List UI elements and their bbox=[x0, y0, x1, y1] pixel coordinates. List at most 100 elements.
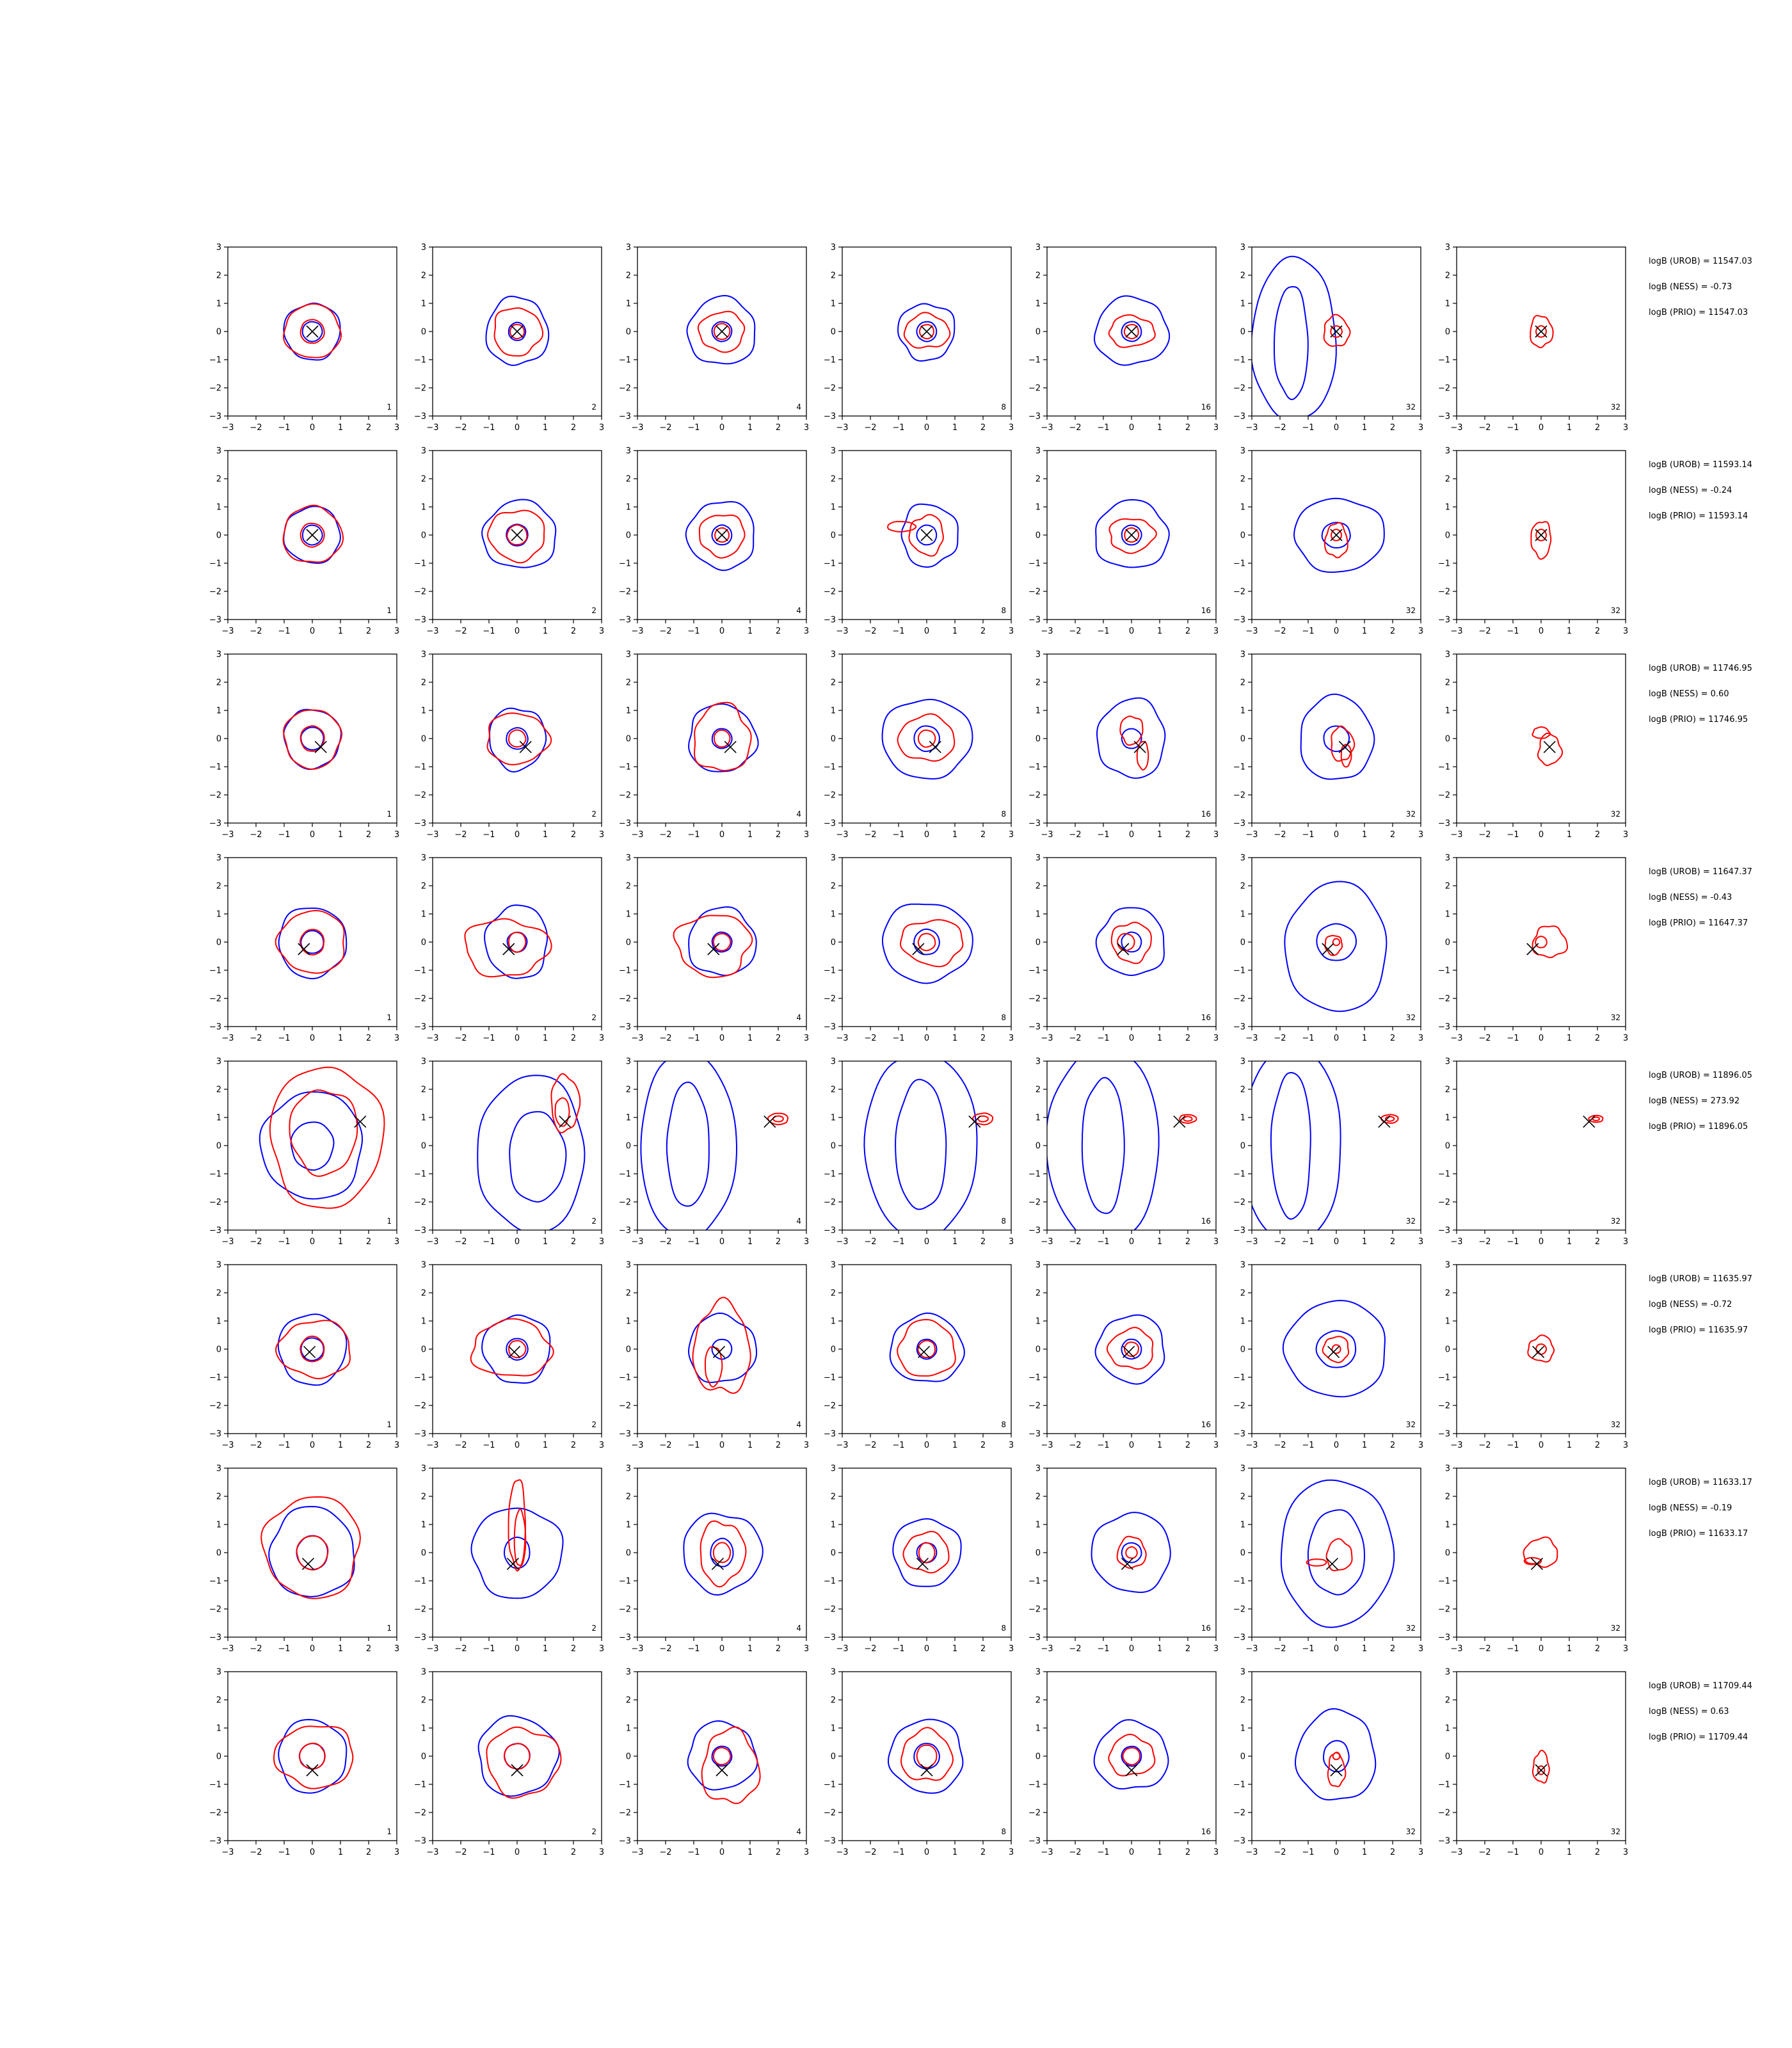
x-tick-label: −1 bbox=[483, 1034, 495, 1043]
blue-contour-1 bbox=[1284, 881, 1388, 1012]
y-tick-label: −1 bbox=[1028, 559, 1041, 569]
x-tick-label: 2 bbox=[1390, 423, 1395, 433]
red-contour-1 bbox=[1327, 1751, 1347, 1788]
panel-label: 2 bbox=[591, 810, 596, 819]
y-tick-label: −1 bbox=[824, 1577, 836, 1587]
logb-annotation: logB (PRIO) = 11647.37 bbox=[1649, 918, 1748, 928]
blue-contour-2 bbox=[1121, 728, 1142, 749]
x-tick-label: 1 bbox=[748, 627, 753, 636]
panel-r3-c7: −3−3 −2 −2 −1 −1 0 0 1 1 2 2 3 3 32 bbox=[1438, 650, 1628, 840]
x-tick-label: 2 bbox=[1390, 1848, 1395, 1857]
red-contour-2 bbox=[1332, 938, 1341, 947]
y-tick-label: −1 bbox=[619, 1577, 631, 1587]
panel-r5-c7: −3−3 −2 −2 −1 −1 0 0 1 1 2 2 3 3 32 bbox=[1438, 1057, 1628, 1247]
y-tick-label: −3 bbox=[209, 1023, 221, 1032]
x-tick-label: −3 bbox=[426, 1237, 438, 1247]
panel-r4-c2: −3−3 −2 −2 −1 −1 0 0 1 1 2 2 3 3 2 bbox=[414, 854, 604, 1044]
x-tick-label: −2 bbox=[250, 1644, 262, 1654]
panel-label: 2 bbox=[591, 1827, 596, 1836]
y-tick-label: 3 bbox=[421, 447, 426, 456]
x-tick-label: 1 bbox=[748, 1034, 753, 1043]
y-tick-label: 3 bbox=[1240, 650, 1245, 660]
y-tick-label: −3 bbox=[619, 1023, 631, 1032]
truth-marker bbox=[303, 1345, 316, 1358]
y-tick-label: 0 bbox=[831, 531, 836, 541]
x-tick-label: 2 bbox=[1595, 1237, 1600, 1247]
y-tick-label: −2 bbox=[1438, 384, 1450, 394]
x-tick-label: 0 bbox=[515, 1237, 520, 1247]
red-contour-1 bbox=[1110, 922, 1152, 964]
y-tick-label: 1 bbox=[421, 1317, 426, 1327]
blue-contour-1 bbox=[1282, 1299, 1386, 1398]
y-tick-label: −2 bbox=[1028, 588, 1041, 597]
red-contour-2 bbox=[506, 524, 528, 545]
blue-contour-1 bbox=[687, 1312, 758, 1384]
x-tick-label: −2 bbox=[659, 1034, 671, 1043]
panel-label: 2 bbox=[591, 1420, 596, 1429]
x-tick-label: 3 bbox=[599, 1848, 604, 1857]
x-tick-label: −1 bbox=[1507, 423, 1519, 433]
x-tick-label: −1 bbox=[1097, 1034, 1109, 1043]
x-tick-label: −1 bbox=[1302, 423, 1314, 433]
x-tick-label: −1 bbox=[892, 1848, 904, 1857]
y-tick-label: −3 bbox=[824, 1023, 836, 1032]
x-tick-label: −1 bbox=[1097, 1237, 1109, 1247]
y-tick-label: −2 bbox=[1028, 791, 1041, 801]
y-tick-label: −2 bbox=[824, 791, 836, 801]
x-tick-label: −3 bbox=[631, 1644, 643, 1654]
x-tick-label: 0 bbox=[515, 830, 520, 840]
x-tick-label: 2 bbox=[1390, 627, 1395, 636]
truth-marker bbox=[920, 325, 933, 338]
x-tick-label: −1 bbox=[483, 1644, 495, 1654]
logb-annotation: logB (PRIO) = 11593.14 bbox=[1649, 511, 1748, 521]
axes-frame bbox=[1251, 1671, 1421, 1841]
y-tick-label: −1 bbox=[824, 966, 836, 976]
x-tick-label: 1 bbox=[543, 627, 548, 636]
axes-frame bbox=[842, 857, 1012, 1027]
x-tick-label: 3 bbox=[804, 1237, 809, 1247]
y-tick-label: −3 bbox=[209, 1226, 221, 1236]
y-tick-label: 2 bbox=[1240, 1492, 1245, 1502]
y-tick-label: 1 bbox=[831, 1317, 836, 1327]
y-tick-label: 1 bbox=[831, 707, 836, 716]
y-tick-label: 1 bbox=[216, 1317, 221, 1327]
x-tick-label: 0 bbox=[310, 1441, 315, 1450]
blue-contour-1 bbox=[1293, 497, 1385, 573]
y-tick-label: 0 bbox=[216, 1142, 221, 1151]
axes-frame bbox=[1456, 1468, 1626, 1638]
x-tick-label: 2 bbox=[1390, 1034, 1395, 1043]
x-tick-label: −2 bbox=[1069, 1848, 1081, 1857]
red-contour-2 bbox=[917, 1340, 936, 1359]
red-contour-2 bbox=[1124, 527, 1140, 543]
panel-r4-c6: −3−3 −2 −2 −1 −1 0 0 1 1 2 2 3 3 32 bbox=[1233, 854, 1423, 1044]
axes-frame bbox=[432, 653, 602, 824]
y-tick-label: 3 bbox=[421, 1668, 426, 1677]
x-tick-label: −1 bbox=[278, 1644, 290, 1654]
red-contour-1 bbox=[897, 1318, 956, 1377]
x-tick-label: 0 bbox=[719, 627, 724, 636]
x-tick-label: 3 bbox=[1213, 1441, 1219, 1450]
y-tick-label: −2 bbox=[1233, 995, 1245, 1004]
red-contour-1 bbox=[897, 713, 956, 762]
red-contour-2 bbox=[1183, 1116, 1193, 1122]
panel-label: 8 bbox=[1001, 606, 1006, 615]
y-tick-label: 2 bbox=[626, 1492, 631, 1502]
axes-frame bbox=[842, 1060, 1012, 1231]
y-tick-label: 3 bbox=[216, 243, 221, 253]
y-tick-label: 1 bbox=[1240, 300, 1245, 309]
red-contour-1 bbox=[1323, 314, 1351, 347]
x-tick-label: −2 bbox=[1274, 627, 1286, 636]
x-tick-label: 2 bbox=[776, 1644, 781, 1654]
blue-contour-1 bbox=[470, 1507, 564, 1599]
truth-marker bbox=[918, 1345, 931, 1358]
panel-label: 4 bbox=[796, 403, 801, 412]
axes-frame bbox=[1046, 1671, 1217, 1841]
x-tick-label: −1 bbox=[687, 1848, 700, 1857]
y-tick-label: 2 bbox=[1036, 678, 1041, 688]
y-tick-label: −2 bbox=[1028, 1198, 1041, 1208]
x-tick-label: −1 bbox=[892, 627, 904, 636]
y-tick-label: −3 bbox=[1438, 616, 1450, 625]
x-tick-label: 3 bbox=[804, 1644, 809, 1654]
blue-contour-2 bbox=[300, 1337, 324, 1361]
red-contour-1 bbox=[692, 1297, 751, 1394]
